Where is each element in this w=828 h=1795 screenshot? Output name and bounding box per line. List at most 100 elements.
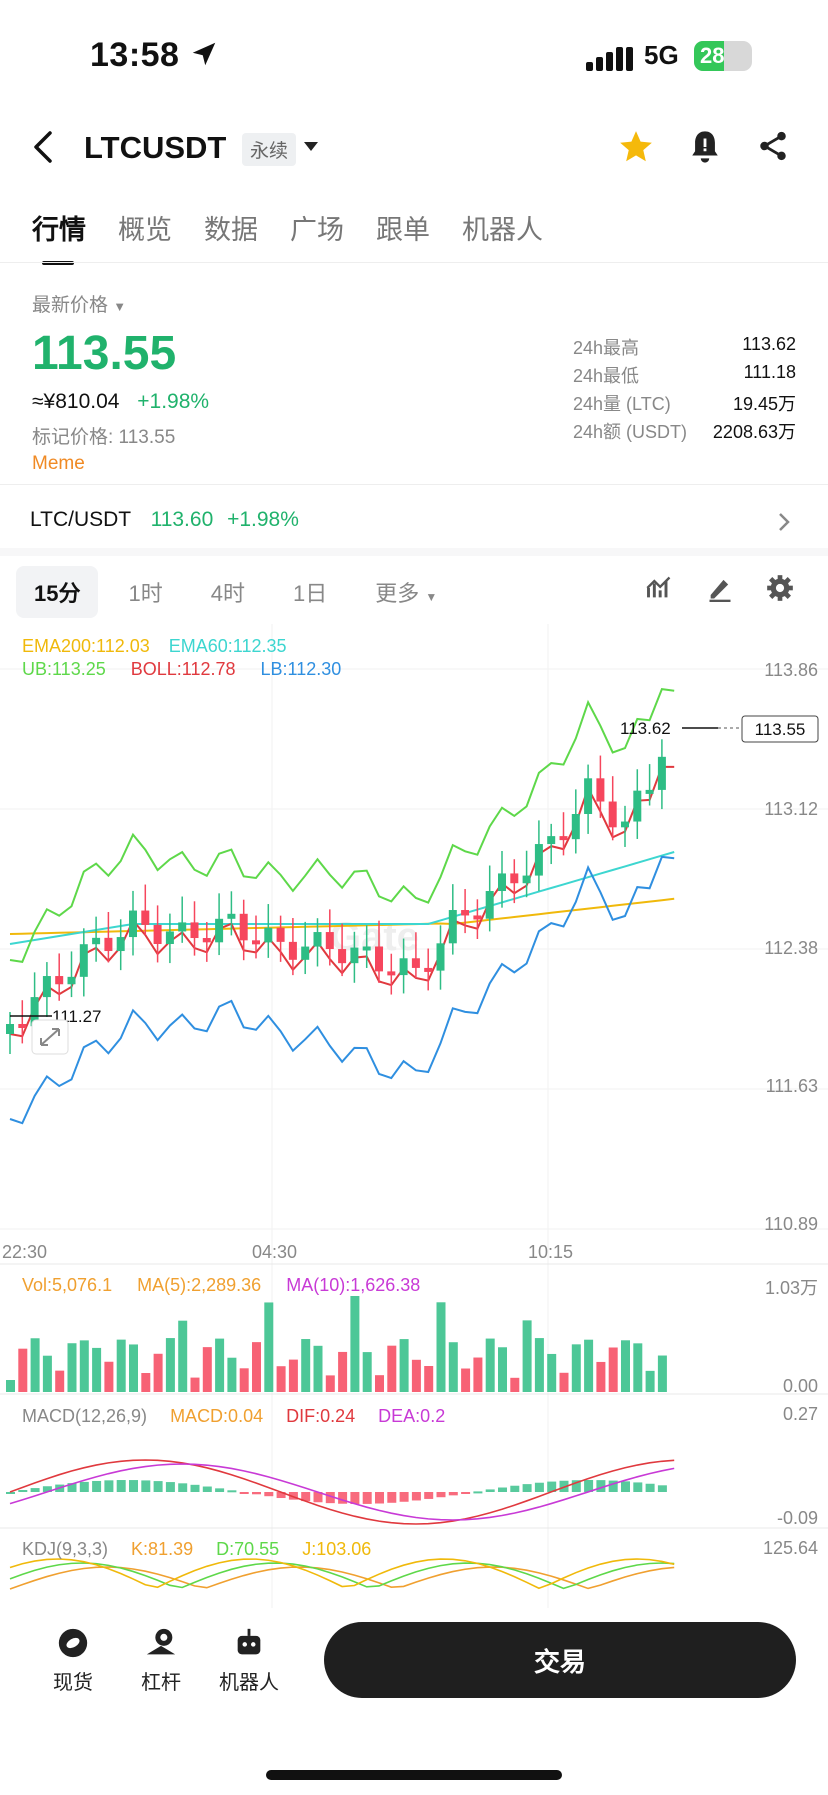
volume-bar bbox=[215, 1338, 225, 1392]
candle bbox=[399, 958, 408, 976]
volume-bar bbox=[350, 1296, 360, 1392]
spot-pair-row[interactable]: LTC/USDT 113.60 +1.98% bbox=[30, 508, 299, 532]
volume-bar bbox=[498, 1347, 507, 1392]
candle bbox=[596, 778, 605, 802]
tab-overview[interactable]: 概览 bbox=[118, 215, 172, 245]
nav-margin[interactable]: 杠杆 bbox=[121, 1626, 201, 1695]
tab-copy-trade[interactable]: 跟单 bbox=[376, 215, 430, 245]
legend-macd: MACD(12,26,9) MACD:0.04 DIF:0.24 DEA:0.2 bbox=[22, 1406, 445, 1427]
draw-pen-icon[interactable] bbox=[706, 574, 734, 602]
legend-macd-title: MACD(12,26,9) bbox=[22, 1406, 148, 1426]
candle bbox=[129, 910, 137, 938]
stat-value-high: 113.62 bbox=[742, 334, 796, 354]
stat-value-turnover: 2208.63万 bbox=[712, 422, 796, 442]
volume-bar bbox=[239, 1368, 249, 1392]
legend-main-1: EMA200:112.03 EMA60:112.35 bbox=[22, 636, 287, 657]
macd-bar bbox=[178, 1483, 188, 1492]
volume-bar bbox=[411, 1359, 421, 1392]
candle bbox=[621, 821, 629, 828]
kdj-line bbox=[9, 1562, 675, 1590]
macd-bar bbox=[227, 1490, 237, 1493]
latest-price-label[interactable]: 最新价格 ▼ bbox=[32, 290, 126, 317]
legend-j: J:103.06 bbox=[302, 1539, 372, 1559]
candle bbox=[6, 1024, 14, 1034]
macd-bar bbox=[18, 1490, 28, 1493]
volume-bar bbox=[325, 1375, 335, 1392]
trade-button[interactable]: 交易 bbox=[324, 1622, 796, 1698]
volume-bar bbox=[375, 1375, 384, 1392]
tab-data[interactable]: 数据 bbox=[204, 215, 258, 245]
volume-bar bbox=[92, 1347, 102, 1392]
macd-bar bbox=[375, 1492, 384, 1504]
signal-icon bbox=[586, 47, 633, 71]
macd-bar bbox=[6, 1492, 15, 1494]
macd-bar bbox=[264, 1492, 274, 1497]
candle bbox=[18, 1024, 27, 1028]
kline-chart[interactable]: Gate 113.86 113.12 112.38 111.63 110.89 … bbox=[0, 624, 828, 1609]
tab-square[interactable]: 广场 bbox=[290, 215, 344, 245]
boll-lb-line bbox=[9, 855, 675, 1125]
volume-bar bbox=[288, 1359, 298, 1392]
kline-chart-area[interactable]: Gate 113.86 113.12 112.38 111.63 110.89 … bbox=[0, 624, 828, 1609]
tab-market[interactable]: 行情 bbox=[32, 208, 86, 265]
volume-bar bbox=[485, 1338, 495, 1392]
macd-bar bbox=[411, 1492, 421, 1501]
back-arrow-icon[interactable] bbox=[30, 130, 56, 164]
time-text: 13:58 bbox=[90, 36, 180, 74]
volume-bar bbox=[547, 1353, 557, 1392]
macd-bar bbox=[239, 1492, 249, 1494]
candle bbox=[387, 971, 396, 976]
legend-vol-value: Vol:5,076.1 bbox=[22, 1275, 113, 1295]
latest-price-text: 最新价格 bbox=[32, 295, 109, 316]
x-tick: 10:15 bbox=[528, 1242, 573, 1262]
volume-bar bbox=[338, 1351, 348, 1392]
macd-tick: -0.09 bbox=[777, 1508, 818, 1528]
expand-icon[interactable] bbox=[31, 1019, 69, 1055]
volume-bar bbox=[571, 1344, 581, 1392]
vol-tick: 0.00 bbox=[783, 1376, 818, 1396]
candle bbox=[42, 976, 51, 998]
pair-title[interactable]: LTCUSDT bbox=[84, 130, 227, 165]
volume-bar bbox=[313, 1345, 323, 1392]
chevron-right-icon[interactable] bbox=[776, 510, 792, 534]
meme-tag[interactable]: Meme bbox=[32, 453, 85, 474]
tab-bots[interactable]: 机器人 bbox=[462, 215, 543, 245]
price-cny: ≈¥810.04 bbox=[32, 390, 120, 413]
caret-down-icon[interactable] bbox=[302, 140, 320, 154]
interval-4h[interactable]: 4时 bbox=[210, 581, 245, 606]
legend-ma10: MA(10):1,626.38 bbox=[286, 1275, 421, 1295]
network-label: 5G bbox=[644, 40, 679, 70]
macd-bar bbox=[202, 1486, 212, 1492]
x-tick: 22:30 bbox=[2, 1242, 47, 1262]
candle bbox=[116, 937, 125, 952]
interval-more[interactable]: 更多 ▼ bbox=[357, 566, 455, 618]
settings-gear-icon[interactable] bbox=[766, 574, 794, 602]
stat-label-low: 24h最低 bbox=[573, 366, 640, 386]
caret-down-icon: ▼ bbox=[113, 299, 127, 314]
volume-bar bbox=[141, 1373, 151, 1392]
interval-15m[interactable]: 15分 bbox=[16, 566, 99, 618]
interval-1h[interactable]: 1时 bbox=[128, 581, 163, 606]
macd-bar bbox=[301, 1492, 311, 1502]
macd-bar bbox=[116, 1480, 126, 1492]
volume-bar bbox=[436, 1302, 446, 1392]
volume-bar bbox=[657, 1355, 667, 1392]
candle bbox=[104, 937, 113, 952]
macd-bar bbox=[596, 1480, 606, 1492]
candle bbox=[178, 922, 187, 932]
candle bbox=[190, 922, 199, 939]
star-icon[interactable] bbox=[616, 128, 656, 166]
macd-bar bbox=[633, 1482, 643, 1492]
macd-bar bbox=[534, 1482, 544, 1492]
share-icon[interactable] bbox=[756, 128, 790, 164]
candle bbox=[301, 946, 310, 960]
interval-1d[interactable]: 1日 bbox=[292, 581, 328, 606]
bell-alert-icon[interactable] bbox=[688, 128, 722, 166]
boll-ub-line bbox=[9, 687, 675, 963]
macd-bar bbox=[657, 1485, 667, 1492]
nav-bot[interactable]: 机器人 bbox=[209, 1626, 289, 1695]
candle bbox=[252, 940, 260, 945]
volume-bar bbox=[387, 1345, 397, 1392]
indicator-icon[interactable] bbox=[644, 574, 674, 602]
nav-spot[interactable]: 现货 bbox=[33, 1626, 113, 1695]
